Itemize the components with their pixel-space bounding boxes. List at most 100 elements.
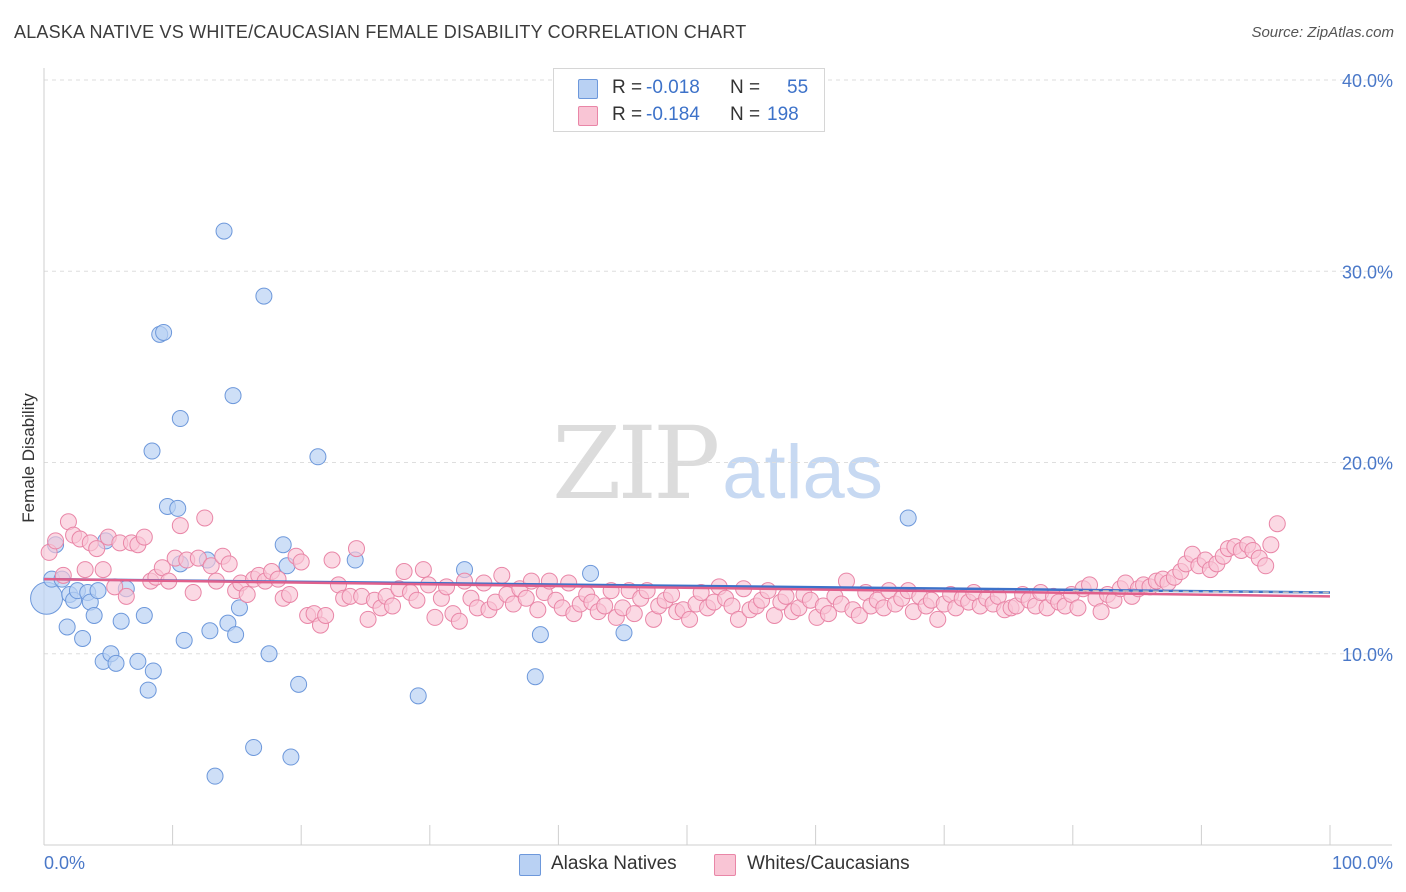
data-point-whites-caucasians <box>596 597 614 615</box>
legend-swatch-pink <box>578 106 598 126</box>
data-point-whites-caucasians <box>196 509 214 527</box>
data-point-whites-caucasians <box>1092 603 1110 621</box>
data-point-whites-caucasians <box>1268 515 1286 533</box>
data-point-whites-caucasians <box>238 585 256 603</box>
data-point-alaska-natives <box>74 629 92 647</box>
data-point-whites-caucasians <box>292 553 310 571</box>
legend-n-label: N = <box>730 104 761 125</box>
data-point-alaska-natives <box>155 323 173 341</box>
source-label: Source: ZipAtlas.com <box>1251 24 1394 41</box>
data-point-whites-caucasians <box>1257 557 1275 575</box>
data-point-whites-caucasians <box>384 597 402 615</box>
data-point-alaska-natives <box>531 626 549 644</box>
data-point-whites-caucasians <box>493 566 511 584</box>
x-tick-label: 100.0% <box>1332 853 1393 873</box>
y-tick-label: 30.0% <box>1342 262 1393 282</box>
data-point-whites-caucasians <box>54 566 72 584</box>
bottom-legend-label: Alaska Natives <box>551 853 677 874</box>
legend-r-label: R = <box>612 77 643 98</box>
data-point-alaska-natives <box>169 499 187 517</box>
data-point-whites-caucasians <box>1262 536 1280 554</box>
watermark: ZIPatlas <box>552 405 883 522</box>
series-alaska-natives <box>30 222 917 785</box>
data-point-alaska-natives <box>129 652 147 670</box>
data-point-alaska-natives <box>201 622 219 640</box>
data-point-whites-caucasians <box>517 589 535 607</box>
data-point-alaska-natives <box>309 448 327 466</box>
data-point-whites-caucasians <box>76 561 94 579</box>
data-point-alaska-natives <box>30 581 64 615</box>
bottom-legend-label: Whites/Caucasians <box>747 853 910 874</box>
y-tick-label: 20.0% <box>1342 454 1393 474</box>
data-point-alaska-natives <box>58 618 76 636</box>
data-point-alaska-natives <box>112 612 130 630</box>
trend-line-whites-caucasians <box>43 577 1331 598</box>
data-point-whites-caucasians <box>681 610 699 628</box>
data-point-alaska-natives <box>171 410 189 428</box>
data-point-whites-caucasians <box>759 582 777 600</box>
data-point-whites-caucasians <box>450 612 468 630</box>
y-tick-label: 40.0% <box>1342 71 1393 91</box>
legend-swatch-blue <box>578 79 598 99</box>
data-point-whites-caucasians <box>117 587 135 605</box>
data-point-whites-caucasians <box>359 610 377 628</box>
data-point-whites-caucasians <box>819 605 837 623</box>
data-point-whites-caucasians <box>438 578 456 596</box>
data-point-whites-caucasians <box>189 549 207 567</box>
data-point-whites-caucasians <box>184 584 202 602</box>
legend-r-value: -0.184 <box>646 104 700 125</box>
data-point-alaska-natives <box>615 624 633 642</box>
data-point-whites-caucasians <box>414 561 432 579</box>
data-point-whites-caucasians <box>269 570 287 588</box>
data-point-whites-caucasians <box>47 532 65 550</box>
data-point-whites-caucasians <box>88 540 106 558</box>
legend-r-value: -0.018 <box>646 77 700 98</box>
legend-row-alaska-natives: R = -0.018 N = 55 <box>554 75 824 101</box>
data-point-whites-caucasians <box>1069 599 1087 617</box>
data-point-whites-caucasians <box>729 610 747 628</box>
data-point-alaska-natives <box>260 645 278 663</box>
axis-labels: 10.0% 20.0% 30.0% 40.0% 0.0% 100.0% Female Dis… <box>19 71 1393 873</box>
data-point-whites-caucasians <box>94 561 112 579</box>
data-point-alaska-natives <box>899 509 917 527</box>
data-point-whites-caucasians <box>456 572 474 590</box>
data-point-alaska-natives <box>135 607 153 624</box>
data-point-alaska-natives <box>526 668 544 686</box>
data-point-alaska-natives <box>245 738 263 756</box>
chart-title: ALASKA NATIVE VS WHITE/CAUCASIAN FEMALE … <box>14 22 747 42</box>
data-point-alaska-natives <box>290 675 308 693</box>
correlation-legend: R = -0.018 N = 55 R = -0.184 N = 198 <box>553 68 825 132</box>
data-point-whites-caucasians <box>347 540 365 558</box>
trend-line-extension <box>1072 589 1331 594</box>
y-axis-title: Female Disability <box>19 393 38 523</box>
data-point-whites-caucasians <box>202 557 220 575</box>
trend-lines <box>43 577 1331 598</box>
legend-n-label: N = <box>730 77 761 98</box>
data-point-alaska-natives <box>206 767 224 785</box>
data-point-alaska-natives <box>89 582 107 600</box>
data-point-whites-caucasians <box>171 517 189 535</box>
legend-r-label: R = <box>612 104 643 125</box>
data-point-alaska-natives <box>139 681 157 699</box>
y-tick-label: 10.0% <box>1342 645 1393 665</box>
bottom-legend-swatch-blue <box>519 854 541 876</box>
data-point-whites-caucasians <box>135 528 153 546</box>
data-point-whites-caucasians <box>426 608 444 626</box>
watermark-atlas: atlas <box>722 430 883 515</box>
data-point-alaska-natives <box>282 748 300 766</box>
data-point-alaska-natives <box>215 222 233 240</box>
data-point-alaska-natives <box>274 536 292 554</box>
data-point-alaska-natives <box>227 626 245 644</box>
data-point-whites-caucasians <box>317 607 335 624</box>
data-point-whites-caucasians <box>408 591 426 609</box>
bottom-legend-swatch-pink <box>714 854 736 876</box>
data-point-alaska-natives <box>582 564 600 582</box>
legend-n-value: 55 <box>787 77 809 98</box>
data-point-whites-caucasians <box>395 563 413 581</box>
legend-row-whites-caucasians: R = -0.184 N = 198 <box>554 102 824 128</box>
legend-n-value: 198 <box>767 104 799 125</box>
data-point-alaska-natives <box>143 442 161 460</box>
data-point-alaska-natives <box>224 387 242 405</box>
data-point-whites-caucasians <box>777 587 795 605</box>
